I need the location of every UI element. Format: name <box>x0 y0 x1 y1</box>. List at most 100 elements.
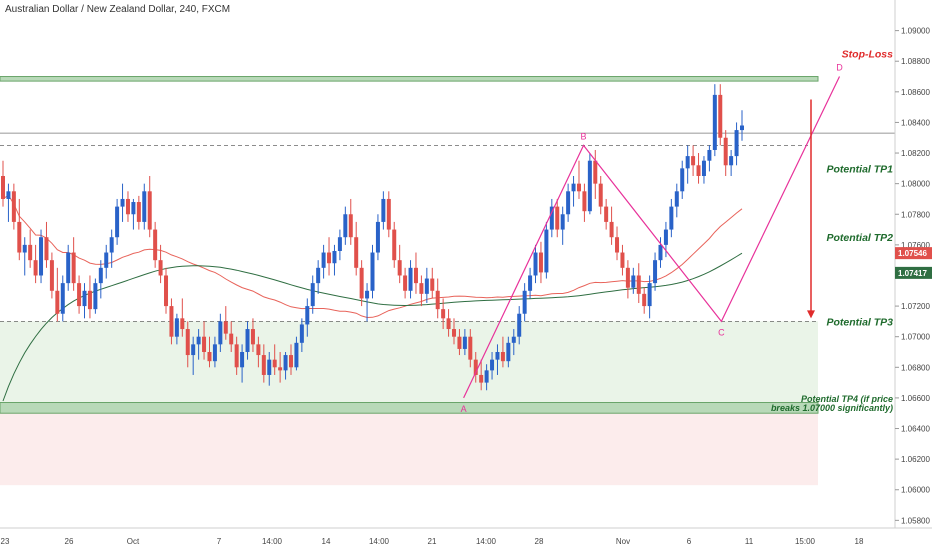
candle-body <box>261 355 266 375</box>
annotation-5: breaks 1.07000 significantly) <box>771 403 893 413</box>
candle-body <box>60 283 65 314</box>
candle-body <box>316 267 321 284</box>
candle-body <box>136 202 141 222</box>
target-arrow-head <box>807 310 815 319</box>
candle <box>196 329 201 360</box>
candle-body <box>403 275 408 291</box>
candle <box>408 260 413 299</box>
candle <box>495 344 500 375</box>
candle <box>647 275 652 319</box>
candle-body <box>71 252 76 284</box>
candle <box>452 318 457 345</box>
price-label-text: 1.07417 <box>898 269 927 278</box>
candle-body <box>413 267 418 284</box>
candle <box>11 183 16 230</box>
candle-body <box>305 306 310 325</box>
candle <box>571 176 576 207</box>
candle <box>544 221 549 279</box>
candle-body <box>17 221 22 253</box>
candle <box>343 206 348 245</box>
support-zone <box>0 321 818 403</box>
candle <box>386 191 391 238</box>
candle <box>685 145 690 184</box>
candle-body <box>212 344 217 362</box>
candle-body <box>169 306 174 337</box>
candle <box>109 229 114 268</box>
price-tick-label: 1.09000 <box>901 27 930 36</box>
candle <box>598 176 603 215</box>
candle-body <box>576 183 581 192</box>
candle <box>479 359 484 391</box>
candle-body <box>223 321 228 334</box>
candle-body <box>131 202 136 215</box>
candle-body <box>327 252 332 264</box>
candle-body <box>582 191 587 212</box>
candle-body <box>174 318 179 337</box>
candle-body <box>642 293 647 307</box>
candle <box>39 229 44 284</box>
candle-body <box>147 191 152 230</box>
time-axis[interactable]: 23 26 Oct 7 14:00 14 14:00 21 14:00 28 Nov 6 11 15:00… <box>0 527 932 546</box>
candle-body <box>430 278 435 291</box>
candle <box>528 267 533 299</box>
pattern-label-d: D <box>836 63 843 73</box>
candle <box>33 244 38 284</box>
candle <box>207 336 212 368</box>
candle <box>593 149 598 199</box>
candle-body <box>33 260 38 276</box>
candle-body <box>653 260 658 284</box>
candle <box>98 260 103 299</box>
candle <box>60 275 65 322</box>
candle-body <box>729 156 734 166</box>
candle-body <box>240 352 245 368</box>
candle <box>712 84 717 157</box>
candle-body <box>696 165 701 176</box>
candle <box>164 267 169 314</box>
candle <box>158 244 163 284</box>
candle <box>283 352 288 380</box>
candle-body <box>294 342 299 368</box>
candle-body <box>365 290 370 299</box>
candle <box>1 160 5 207</box>
time-tick-label: 14:00 <box>476 537 497 546</box>
candle-body <box>718 94 723 138</box>
candle <box>419 275 424 307</box>
candle-body <box>674 191 679 207</box>
time-tick-label: 15:00 <box>795 537 816 546</box>
candle-body <box>180 318 185 330</box>
candle <box>636 263 641 304</box>
candle-body <box>55 290 60 314</box>
candle-body <box>191 344 196 356</box>
candle-body <box>495 352 500 360</box>
candle-body <box>6 191 11 199</box>
candle-body <box>538 252 543 273</box>
candle <box>250 318 255 352</box>
candle-body <box>685 156 690 169</box>
price-tick-label: 1.07600 <box>901 241 930 250</box>
candle-body <box>1 176 5 199</box>
candle-body <box>549 206 554 230</box>
price-label-box <box>895 266 932 279</box>
candle <box>22 237 27 276</box>
candle-body <box>533 252 538 276</box>
candle <box>180 298 185 337</box>
candle <box>582 183 587 222</box>
price-tick-label: 1.08200 <box>901 149 930 158</box>
candle <box>169 298 174 345</box>
candle-body <box>740 125 744 131</box>
candle-body <box>723 137 728 166</box>
candle-body <box>185 329 190 356</box>
candle-body <box>256 344 261 356</box>
candle-body <box>245 329 250 352</box>
price-axis[interactable]: 1.05800 1.06000 1.06200 1.06400 1.06600 1.068… <box>894 0 932 528</box>
candle-body <box>202 336 207 352</box>
candle <box>381 191 386 230</box>
candle <box>288 344 293 375</box>
candle <box>560 206 565 245</box>
candle <box>441 298 446 330</box>
candle <box>696 153 701 184</box>
candle-body <box>153 229 158 261</box>
annotation-2: Potential TP2 <box>826 232 893 244</box>
price-label-0: 1.07546 <box>895 247 932 260</box>
